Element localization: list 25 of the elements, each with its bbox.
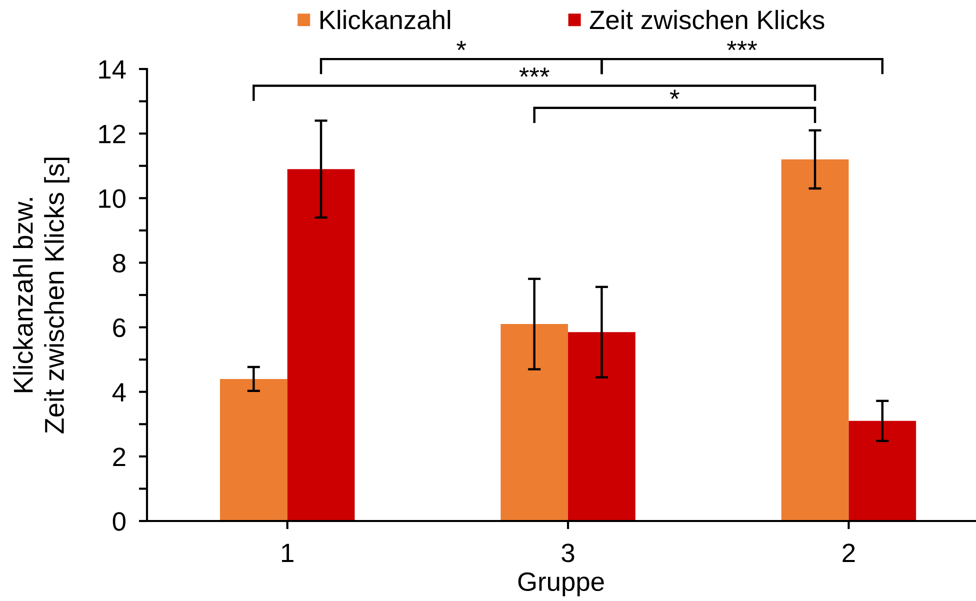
bar [848,420,916,521]
text: *** [727,40,758,50]
y-tick-label: 0 [112,512,126,531]
y-tick-label: 8 [112,254,126,273]
bar [781,159,849,521]
y-tick-label: 14 [99,60,126,79]
bar [220,378,288,521]
text: * [456,40,466,50]
legend-label: Klickanzahl [320,10,450,30]
annotation: * [670,90,680,99]
x-tick-label: 3 [562,544,574,562]
y-axis-title: Klickanzahl bzw. Zeit zwischen Klicks [s] [12,158,70,434]
y-tick-label: 2 [113,448,126,466]
y-tick-label: 10 [99,189,126,208]
x-tick-label: 1 [282,544,294,562]
bar [287,169,355,521]
x-axis-title: Gruppe [518,572,604,596]
x-tick-label: 2 [842,544,855,562]
bar [500,324,568,521]
y-tick-label: 6 [113,318,126,338]
y-tick-label: 12 [99,124,126,144]
annotation: *** [519,68,550,77]
legend-label: Zeit zwischen Klicks [590,10,824,30]
y-tick-label: 4 [112,383,126,402]
bar [568,332,636,521]
